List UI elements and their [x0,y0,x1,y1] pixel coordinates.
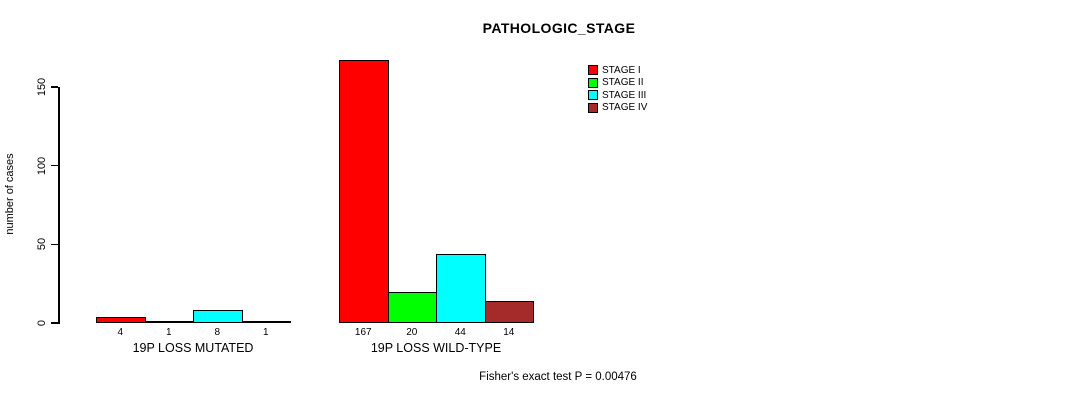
bar [144,321,194,323]
legend-item-label: STAGE II [602,77,644,89]
group-label: 19P LOSS MUTATED [132,341,254,355]
y-tick [51,322,58,324]
bar-value-label: 1 [165,327,172,338]
y-axis-label: number of cases [4,153,16,235]
bar-value-label: 1 [262,327,269,338]
legend-item: STAGE IV [588,102,647,115]
y-tick-label: 0 [36,319,48,327]
y-tick [51,243,58,246]
legend-item: STAGE III [588,89,647,102]
stat-annotation: Fisher's exact test P = 0.00476 [479,371,637,383]
bar-value-label: 20 [406,327,418,338]
legend-swatch [588,102,598,113]
bar [436,253,486,323]
legend-item: STAGE II [588,77,647,90]
bar-value-label: 167 [354,327,372,338]
legend-item-label: STAGE IV [602,102,648,114]
y-tick [51,86,58,88]
bar-value-label: 8 [214,327,221,338]
bar [193,310,243,323]
legend-swatch [588,90,598,101]
chart-title: PATHOLOGIC_STAGE [482,20,636,36]
bar [484,300,534,323]
y-tick-label: 100 [36,156,48,175]
bar [96,316,146,323]
legend-item-label: STAGE I [602,64,641,76]
y-axis-line [58,86,60,324]
bar [387,291,437,323]
legend-item-label: STAGE III [602,89,647,101]
bar [339,60,389,323]
bar-value-label: 4 [117,327,124,338]
legend-swatch [588,65,598,76]
y-tick-label: 50 [36,238,48,251]
group-label: 19P LOSS WILD-TYPE [370,341,502,355]
bar-value-label: 14 [503,327,515,338]
legend: STAGE I STAGE II STAGE III STAGE IV [588,64,647,114]
y-tick-label: 150 [36,77,48,97]
bar [241,321,291,323]
bar-value-label: 44 [454,327,466,338]
y-tick [51,164,58,167]
legend-item: STAGE I [588,64,647,77]
legend-swatch [588,77,598,88]
